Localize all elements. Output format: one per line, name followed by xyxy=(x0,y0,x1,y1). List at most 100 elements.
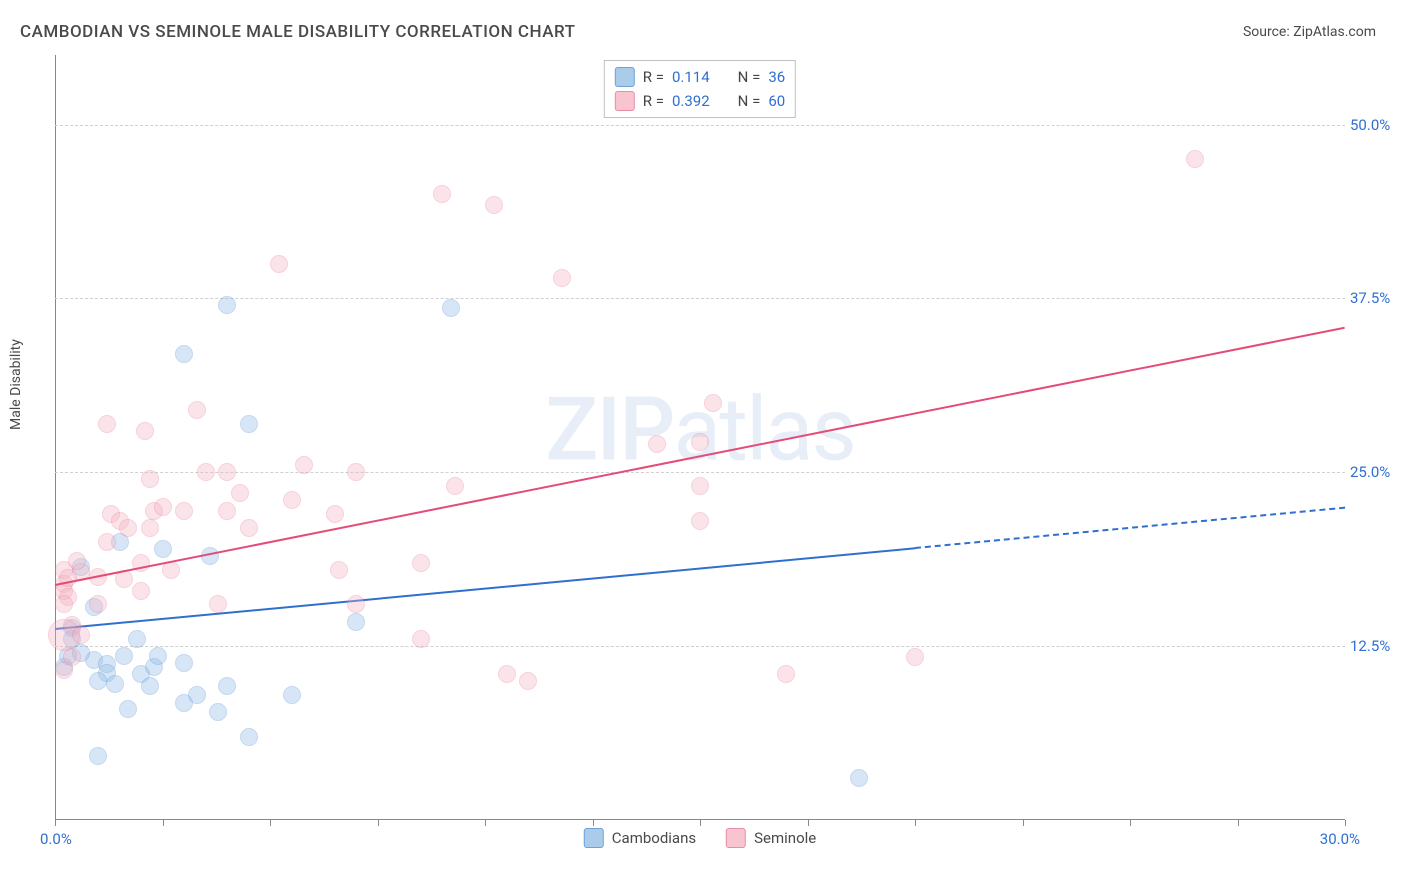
data-point xyxy=(98,415,116,433)
n-value-cambodians: 36 xyxy=(768,68,785,86)
x-tick xyxy=(1130,820,1131,826)
y-tick-label: 25.0% xyxy=(1350,463,1405,481)
y-tick-label: 12.5% xyxy=(1350,637,1405,655)
data-point xyxy=(115,647,133,665)
data-point xyxy=(188,686,206,704)
data-point xyxy=(175,654,193,672)
data-point xyxy=(218,296,236,314)
x-tick xyxy=(378,820,379,826)
legend-label-seminole: Seminole xyxy=(754,829,816,847)
data-point xyxy=(446,477,464,495)
data-point xyxy=(55,661,73,679)
grid-line xyxy=(55,472,1345,473)
x-tick xyxy=(1238,820,1239,826)
n-value-seminole: 60 xyxy=(768,92,785,110)
data-point xyxy=(270,255,288,273)
data-point xyxy=(128,630,146,648)
data-point xyxy=(119,519,137,537)
swatch-cambodians xyxy=(584,828,604,848)
data-point xyxy=(240,728,258,746)
data-point xyxy=(68,552,86,570)
data-point xyxy=(412,630,430,648)
data-point xyxy=(691,477,709,495)
label-n: N = xyxy=(738,68,761,86)
x-tick xyxy=(700,820,701,826)
x-tick xyxy=(1345,820,1346,826)
data-point xyxy=(209,595,227,613)
data-point xyxy=(553,269,571,287)
data-point xyxy=(175,502,193,520)
data-point xyxy=(648,435,666,453)
data-point xyxy=(347,595,365,613)
data-point xyxy=(347,463,365,481)
data-point xyxy=(55,595,73,613)
source-value: ZipAtlas.com xyxy=(1293,24,1376,40)
data-point xyxy=(295,456,313,474)
swatch-cambodians xyxy=(615,67,635,87)
grid-line xyxy=(55,298,1345,299)
stats-row-seminole: R = 0.392 N = 60 xyxy=(615,89,785,113)
data-point xyxy=(1186,150,1204,168)
r-value-seminole: 0.392 xyxy=(672,92,710,110)
source-label: Source: xyxy=(1243,24,1290,40)
data-point xyxy=(175,345,193,363)
stats-legend: R = 0.114 N = 36 R = 0.392 N = 60 xyxy=(604,60,796,118)
trend-line xyxy=(915,507,1345,549)
legend-item-cambodians: Cambodians xyxy=(584,828,696,848)
data-point xyxy=(347,613,365,631)
data-point xyxy=(132,582,150,600)
stats-row-cambodians: R = 0.114 N = 36 xyxy=(615,65,785,89)
data-point xyxy=(197,463,215,481)
data-point xyxy=(330,561,348,579)
y-tick-label: 37.5% xyxy=(1350,289,1405,307)
data-point xyxy=(704,394,722,412)
data-point xyxy=(154,540,172,558)
data-point xyxy=(231,484,249,502)
data-point xyxy=(218,677,236,695)
label-n: N = xyxy=(738,92,761,110)
swatch-seminole xyxy=(615,91,635,111)
y-tick-label: 50.0% xyxy=(1350,116,1405,134)
data-point xyxy=(141,519,159,537)
data-point xyxy=(906,648,924,666)
x-tick xyxy=(915,820,916,826)
data-point xyxy=(119,700,137,718)
data-point xyxy=(777,665,795,683)
data-point xyxy=(283,491,301,509)
data-point xyxy=(106,675,124,693)
data-point xyxy=(72,626,90,644)
data-point xyxy=(149,647,167,665)
data-point xyxy=(433,185,451,203)
data-point xyxy=(498,665,516,683)
y-axis-label: Male Disability xyxy=(8,339,24,430)
x-label-max: 30.0% xyxy=(1320,830,1360,848)
data-point xyxy=(519,672,537,690)
data-point xyxy=(240,519,258,537)
x-tick xyxy=(593,820,594,826)
x-tick xyxy=(808,820,809,826)
data-point xyxy=(442,299,460,317)
x-label-min: 0.0% xyxy=(40,830,72,848)
data-point xyxy=(850,769,868,787)
data-point xyxy=(485,196,503,214)
source-attribution: Source: ZipAtlas.com xyxy=(1243,24,1376,40)
x-tick xyxy=(1023,820,1024,826)
data-point xyxy=(141,677,159,695)
data-point xyxy=(691,433,709,451)
x-tick xyxy=(485,820,486,826)
data-point xyxy=(218,502,236,520)
data-point xyxy=(141,470,159,488)
data-point xyxy=(136,422,154,440)
r-value-cambodians: 0.114 xyxy=(672,68,710,86)
swatch-seminole xyxy=(726,828,746,848)
x-tick xyxy=(270,820,271,826)
label-r: R = xyxy=(643,68,664,86)
data-point xyxy=(283,686,301,704)
legend-item-seminole: Seminole xyxy=(726,828,816,848)
data-point xyxy=(691,512,709,530)
data-point xyxy=(218,463,236,481)
data-point xyxy=(209,703,227,721)
plot-area: ZIPatlas 0.0% 30.0% R = 0.114 N = 36 R =… xyxy=(55,55,1345,820)
x-tick xyxy=(163,820,164,826)
y-axis-line xyxy=(55,55,56,820)
